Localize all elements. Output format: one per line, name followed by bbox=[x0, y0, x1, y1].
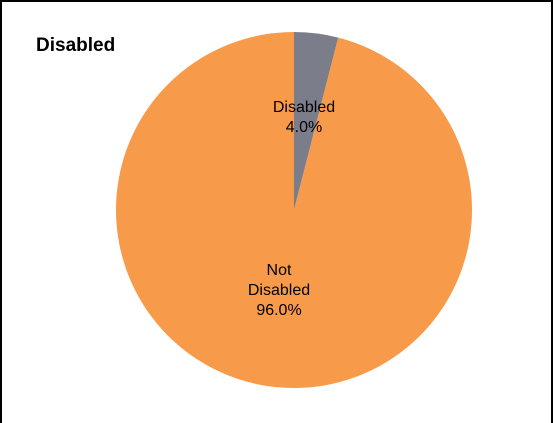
data-label-not-disabled: Not Disabled 96.0% bbox=[248, 262, 310, 319]
pie-slice-disabled bbox=[294, 32, 339, 210]
data-label-disabled: Disabled 4.0% bbox=[273, 99, 335, 136]
pie-slice-not-disabled bbox=[115, 32, 472, 389]
chart-title: Disabled bbox=[36, 35, 116, 56]
